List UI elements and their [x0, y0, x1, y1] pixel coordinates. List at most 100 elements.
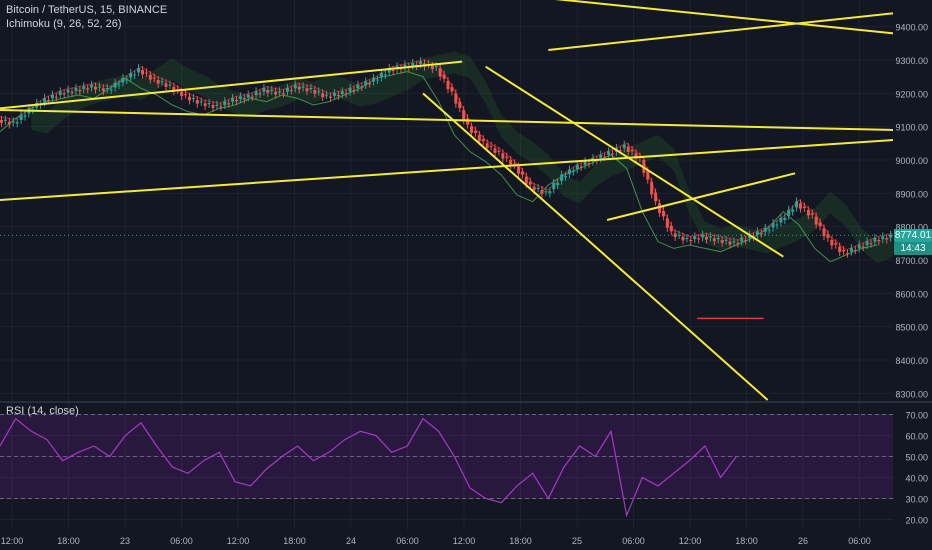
candle: [865, 241, 869, 245]
candle: [11, 121, 15, 123]
candle: [473, 130, 477, 133]
time-axis-bg: [0, 530, 932, 550]
candle: [238, 96, 242, 100]
candle: [242, 98, 246, 100]
candle: [630, 150, 634, 152]
candle: [787, 209, 791, 216]
ichimoku-cloud: [0, 51, 925, 264]
candle: [43, 98, 47, 103]
time-tick-label: 12:00: [453, 536, 476, 546]
time-tick-label: 06:00: [622, 536, 645, 546]
candle: [356, 84, 360, 89]
candle: [685, 238, 689, 239]
candle: [485, 143, 489, 148]
candle: [313, 90, 317, 94]
price-tick-label: 9400.00: [895, 23, 928, 33]
candle: [101, 88, 105, 92]
candle: [258, 93, 262, 95]
rsi-tick-label: 20.00: [905, 516, 928, 526]
candle: [736, 243, 740, 245]
candle: [86, 88, 90, 90]
candle: [152, 77, 156, 79]
candle: [536, 188, 540, 189]
candle: [376, 79, 379, 81]
candle: [117, 84, 121, 86]
candle: [587, 163, 591, 165]
price-axis[interactable]: 8300.00 8400.00 8500.00 8600.00 8700.00 8800.…: [893, 0, 932, 400]
ichimoku-lagging-span: [0, 71, 878, 263]
candle: [528, 181, 532, 185]
time-tick-label: 26: [798, 536, 808, 546]
candle: [724, 239, 728, 241]
candle: [7, 121, 11, 125]
candle: [795, 201, 799, 208]
candle: [759, 233, 763, 235]
candle: [501, 153, 505, 159]
candle: [783, 217, 787, 220]
candle: [556, 182, 560, 185]
candle: [203, 103, 207, 107]
candle: [626, 146, 630, 152]
candle: [305, 88, 309, 92]
indicator-label[interactable]: Ichimoku (9, 26, 52, 26): [6, 18, 122, 30]
candle: [66, 89, 70, 93]
candle: [301, 86, 305, 88]
candle: [532, 186, 536, 191]
candle: [0, 120, 3, 123]
rsi-tick-label: 30.00: [905, 495, 928, 505]
candle: [15, 122, 19, 124]
candle: [344, 93, 348, 95]
candle: [188, 96, 191, 101]
rsi-axis[interactable]: 20.00 30.00 40.00 50.00 60.00 70.00: [893, 404, 932, 530]
candle: [846, 253, 849, 255]
candle: [411, 63, 415, 66]
candle: [712, 238, 716, 242]
candle: [109, 89, 113, 91]
candle: [466, 118, 470, 125]
price-tick-label: 9000.00: [895, 156, 928, 166]
candle: [246, 94, 250, 98]
time-tick-label: 12:00: [679, 536, 702, 546]
candle: [94, 86, 97, 90]
candle: [560, 174, 564, 181]
candle: [462, 110, 466, 121]
candle: [693, 236, 697, 240]
price-tick-label: 8500.00: [895, 323, 928, 333]
candle: [814, 216, 818, 225]
candle: [838, 246, 842, 252]
candle: [332, 93, 336, 96]
candle: [141, 70, 144, 75]
symbol-title[interactable]: Bitcoin / TetherUS, 15, BINANCE: [6, 4, 168, 16]
candle: [853, 250, 857, 251]
candle: [701, 234, 705, 238]
candle: [262, 88, 266, 92]
rsi-label[interactable]: RSI (14, close): [6, 405, 79, 417]
candle: [199, 101, 203, 103]
candle: [50, 94, 54, 99]
candle: [861, 246, 865, 248]
candle: [497, 150, 501, 152]
candle: [673, 233, 677, 237]
candle: [509, 160, 513, 166]
trendline: [548, 12, 894, 51]
candle: [583, 161, 587, 165]
time-axis[interactable]: 12:00 18:00 23 06:00 12:00 18:00 24 06:00 12:00 1…: [0, 530, 932, 550]
candle: [834, 243, 838, 245]
time-tick-label: 18:00: [735, 536, 758, 546]
candle: [689, 240, 693, 242]
candle: [877, 240, 881, 242]
candle: [438, 68, 442, 77]
candle: [293, 84, 297, 89]
rsi-tick-label: 40.00: [905, 474, 928, 484]
candle: [744, 240, 748, 241]
candle: [654, 192, 658, 202]
candle: [634, 153, 638, 159]
candle: [493, 148, 497, 153]
candle: [567, 169, 571, 175]
trendlines[interactable]: [0, 0, 894, 401]
price-tick-label: 8900.00: [895, 189, 928, 199]
candle: [552, 183, 556, 190]
candle: [160, 81, 164, 83]
candle: [274, 91, 278, 95]
